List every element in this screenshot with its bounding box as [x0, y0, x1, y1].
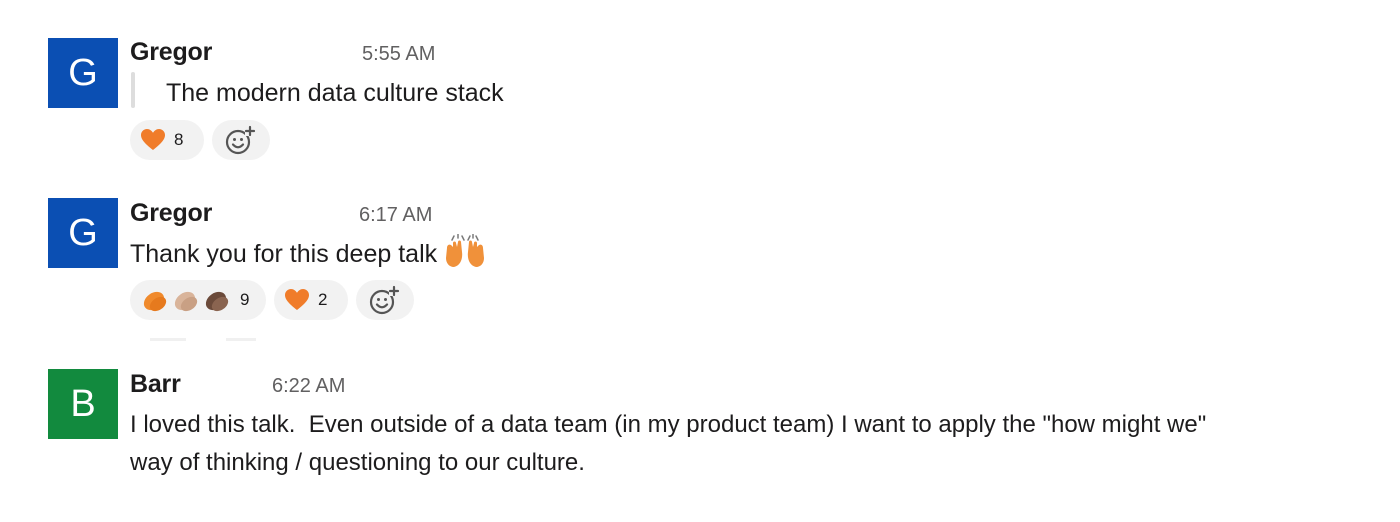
message: G Gregor 6:17 AM Thank you for this deep… — [0, 170, 1400, 340]
sender-name[interactable]: Gregor — [130, 38, 213, 66]
reaction-clapping-hands[interactable]: 9 — [130, 280, 266, 320]
message-text-line: I loved this talk. Even outside of a dat… — [130, 411, 1207, 438]
reaction-orange-heart[interactable]: 2 — [274, 280, 348, 320]
reaction-orange-heart[interactable]: 8 — [130, 120, 204, 160]
message: G Gregor 5:55 AM The modern data culture… — [0, 0, 1400, 170]
reactions: 9 2 — [130, 280, 414, 320]
add-reaction-button[interactable] — [356, 280, 414, 320]
divider — [226, 338, 256, 341]
message-text: The modern data culture stack — [166, 79, 504, 107]
avatar[interactable]: B — [48, 369, 118, 439]
message-text: I loved this talk. Even outside of a dat… — [130, 406, 1370, 482]
add-reaction-icon — [225, 125, 257, 155]
orange-heart-icon — [140, 128, 166, 152]
reaction-count: 2 — [318, 290, 328, 309]
clapping-hands-icon — [140, 286, 232, 314]
sender-name[interactable]: Barr — [130, 370, 181, 398]
orange-heart-icon — [284, 288, 310, 312]
timestamp[interactable]: 6:17 AM — [359, 204, 433, 226]
timestamp[interactable]: 5:55 AM — [362, 43, 436, 65]
reaction-count: 9 — [240, 290, 250, 309]
avatar[interactable]: G — [48, 38, 118, 108]
message: B Barr 6:22 AM I loved this talk. Even o… — [0, 340, 1400, 522]
message-text: Thank you for this deep talk — [130, 233, 1370, 279]
add-reaction-icon — [369, 285, 401, 315]
raised-hands-icon — [443, 233, 487, 279]
reactions: 8 — [130, 120, 270, 160]
quote-bar — [131, 72, 135, 108]
message-text-line: way of thinking / questioning to our cul… — [130, 449, 585, 476]
reaction-count: 8 — [174, 130, 184, 149]
message-text-content: Thank you for this deep talk — [130, 240, 438, 268]
sender-name[interactable]: Gregor — [130, 199, 213, 227]
timestamp[interactable]: 6:22 AM — [272, 375, 346, 397]
add-reaction-button[interactable] — [212, 120, 270, 160]
avatar[interactable]: G — [48, 198, 118, 268]
divider — [150, 338, 186, 341]
